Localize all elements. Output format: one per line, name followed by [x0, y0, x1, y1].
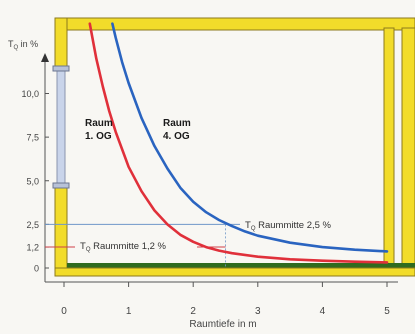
series-label-1og-line2: 1. OG [85, 131, 112, 142]
left-column-bottom [54, 187, 68, 271]
y-tick-label: 5,0 [26, 176, 39, 186]
right-wall-stub [401, 27, 415, 269]
x-tick-label: 5 [384, 306, 390, 317]
reference-lines [45, 223, 240, 268]
y-tick-label: 1,2 [26, 243, 39, 253]
series-label-4og-line1: Raum [163, 118, 191, 129]
series-label-4og-line2: 4. OG [163, 131, 190, 142]
left-column-top [54, 17, 68, 69]
series-line-4og [111, 22, 389, 253]
series-labels: Raum 1. OG Raum 4. OG [85, 118, 194, 142]
x-tick-label: 1 [126, 306, 132, 317]
floor-beam [54, 267, 415, 277]
window-frame-bottom [52, 182, 70, 189]
window [52, 65, 70, 189]
window-glass [56, 67, 66, 189]
right-column [383, 27, 395, 269]
y-tick-label: 0 [34, 264, 39, 274]
x-ticks: 0 1 2 3 4 5 [61, 282, 390, 317]
y-axis-arrow [41, 53, 49, 62]
window-frame-top [52, 65, 70, 72]
y-axis-label: TQ in % [8, 39, 38, 51]
y-tick-label: 7,5 [26, 133, 39, 143]
x-tick-label: 4 [320, 306, 326, 317]
annotation-1og-mid: TQ Raummitte 1,2 % [80, 241, 167, 253]
series-label-1og: Raum 1. OG [85, 118, 116, 142]
ceiling-beam [54, 17, 415, 31]
y-tick-label: 2,5 [26, 220, 39, 230]
floor-slab [67, 263, 415, 269]
x-axis-label: Raumtiefe in m [189, 319, 256, 330]
series [88, 22, 389, 264]
annotation-4og-mid: TQ Raummitte 2,5 % [245, 220, 332, 232]
y-tick-label: 10,0 [21, 89, 39, 99]
series-label-4og: Raum 4. OG [163, 118, 194, 142]
x-tick-label: 2 [190, 306, 196, 317]
series-line-1og [88, 22, 389, 264]
x-tick-label: 0 [61, 306, 67, 317]
x-tick-label: 3 [255, 306, 261, 317]
series-label-1og-line1: Raum [85, 118, 113, 129]
axes [41, 53, 398, 283]
building-frame [54, 17, 415, 277]
